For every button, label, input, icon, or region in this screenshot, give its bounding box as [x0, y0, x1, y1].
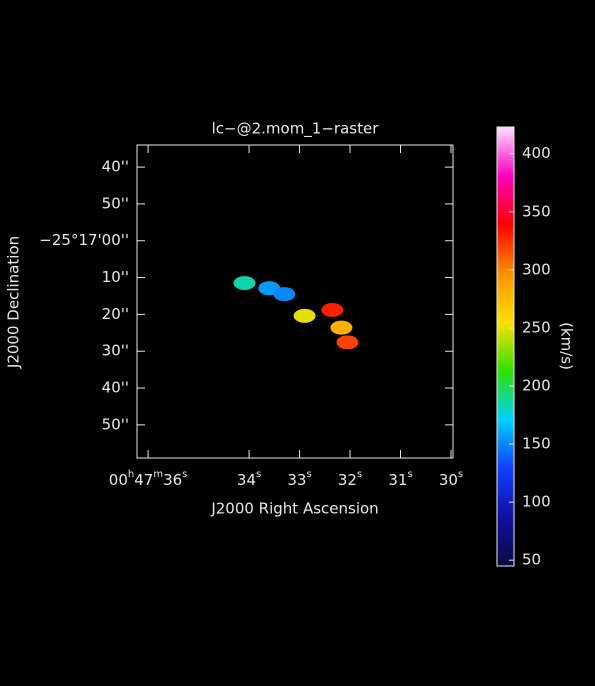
- emission-clump: [336, 335, 359, 350]
- plot-frame: [136, 144, 454, 459]
- y-tick-label: 20'': [102, 305, 129, 323]
- colorbar-tick-label: 400: [522, 144, 551, 162]
- x-tick-label: 34s: [237, 469, 261, 489]
- emission-clump: [321, 302, 344, 317]
- y-tick-label: 50'': [102, 415, 129, 433]
- x-tick-label: 32s: [338, 469, 362, 489]
- x-tick-label: 33s: [287, 469, 311, 489]
- colorbar-tick-label: 300: [522, 260, 551, 278]
- y-tick-label: 10'': [102, 268, 129, 286]
- y-tick-label: 40'': [102, 379, 129, 397]
- y-tick-label: 40'': [102, 158, 129, 176]
- colorbar-tick-label: 200: [522, 376, 551, 394]
- x-tick-label: 30s: [439, 469, 463, 489]
- colorbar-tick-label: 150: [522, 435, 551, 453]
- y-axis-label: J2000 Declination: [5, 236, 23, 369]
- emission-clump: [233, 276, 256, 291]
- y-tick-label: −25°17'00'': [39, 231, 129, 249]
- x-axis-label: J2000 Right Ascension: [210, 500, 378, 518]
- colorbar-tick-label: 100: [522, 493, 551, 511]
- colorbar-label: (km/s): [558, 322, 576, 370]
- emission-clump: [293, 308, 316, 323]
- x-tick-label: 31s: [388, 469, 412, 489]
- emission-clump: [273, 287, 296, 302]
- colorbar: [496, 126, 515, 567]
- colorbar-tick-label: 350: [522, 202, 551, 220]
- emission-clump: [330, 320, 353, 335]
- y-tick-label: 50'': [102, 194, 129, 212]
- chart-title: lc−@2.mom_1−raster: [212, 120, 380, 139]
- y-tick-label: 30'': [102, 342, 129, 360]
- colorbar-tick-label: 50: [522, 551, 541, 569]
- x-tick-label: 00h47m36s: [109, 469, 188, 489]
- colorbar-tick-label: 250: [522, 318, 551, 336]
